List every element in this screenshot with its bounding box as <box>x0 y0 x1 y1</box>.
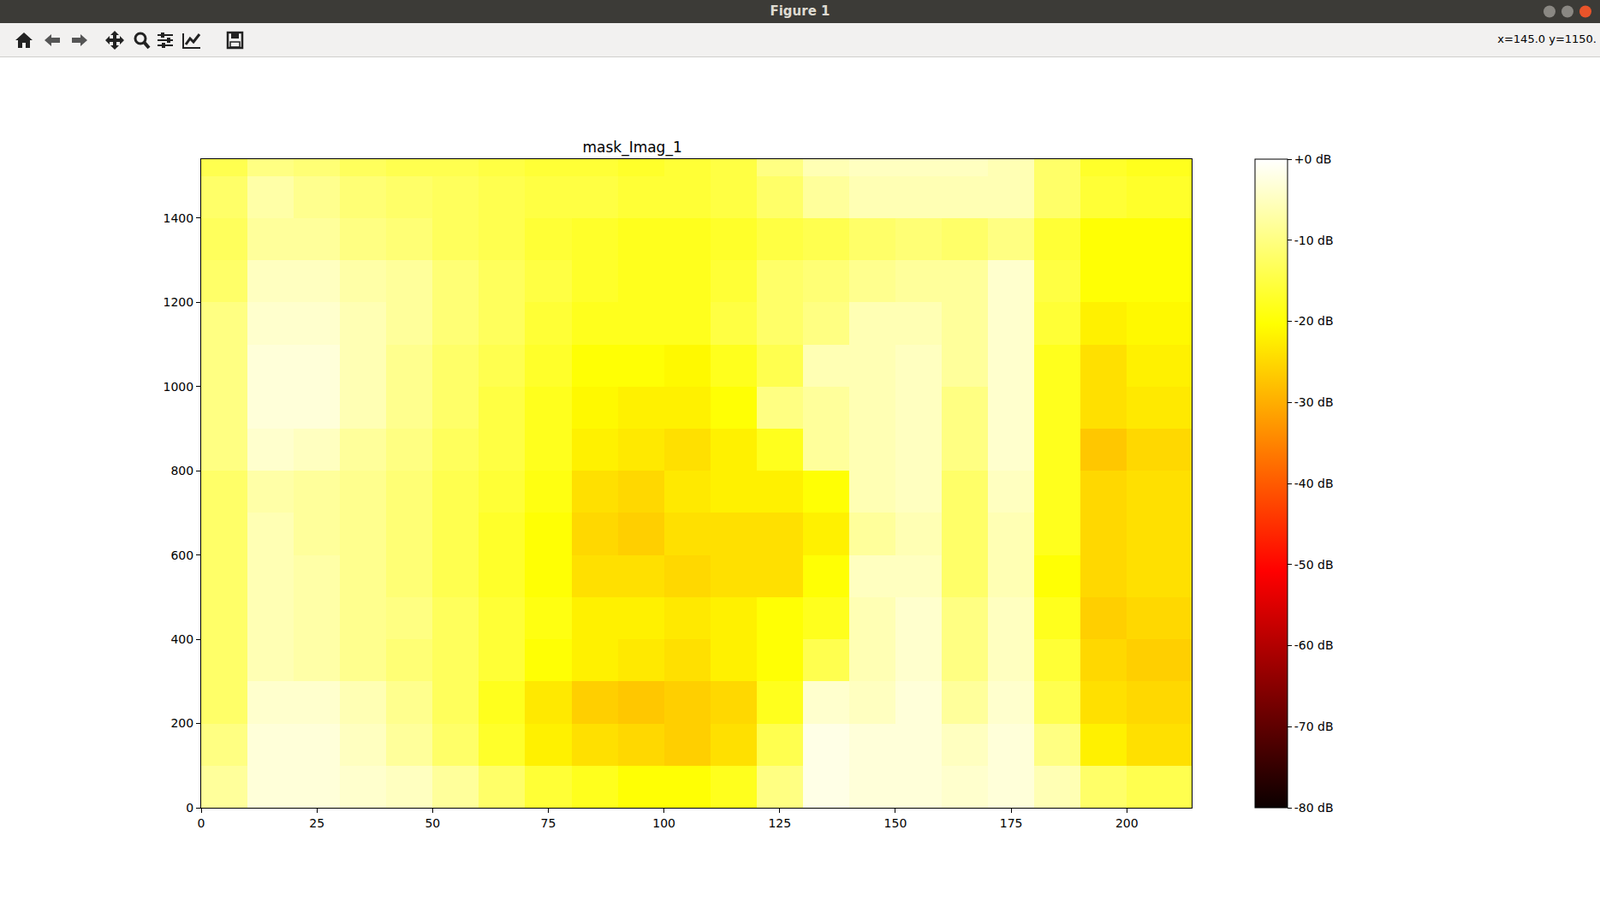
svg-text:1200: 1200 <box>163 295 195 310</box>
svg-text:50: 50 <box>424 816 441 831</box>
svg-text:+0 dB: +0 dB <box>1294 152 1333 167</box>
svg-text:150: 150 <box>884 816 908 831</box>
svg-text:125: 125 <box>767 816 792 831</box>
svg-text:-80 dB: -80 dB <box>1294 801 1334 815</box>
svg-text:-10 dB: -10 dB <box>1294 233 1334 248</box>
svg-text:100: 100 <box>652 816 676 831</box>
html-text:Figure 1: Figure 1 <box>770 3 830 19</box>
svg-text:0: 0 <box>197 816 206 831</box>
svg-text:200: 200 <box>1115 816 1139 831</box>
html-text:x=145.0 y=1150.: x=145.0 y=1150. <box>1497 32 1597 46</box>
svg-text:0: 0 <box>185 801 194 815</box>
svg-text:-50 dB: -50 dB <box>1294 558 1334 572</box>
svg-text:-70 dB: -70 dB <box>1294 719 1334 734</box>
svg-text:400: 400 <box>170 632 194 647</box>
svg-text:200: 200 <box>170 716 194 731</box>
svg-text:-60 dB: -60 dB <box>1294 638 1334 653</box>
svg-text:600: 600 <box>170 548 194 563</box>
svg-text:175: 175 <box>999 816 1024 831</box>
svg-text:25: 25 <box>309 816 325 831</box>
svg-text:mask_Imag_1: mask_Imag_1 <box>582 138 682 157</box>
svg-text:75: 75 <box>541 816 557 831</box>
svg-text:-30 dB: -30 dB <box>1294 395 1334 410</box>
svg-text:800: 800 <box>170 463 194 478</box>
svg-text:-20 dB: -20 dB <box>1294 314 1334 328</box>
svg-text:1400: 1400 <box>163 211 195 226</box>
svg-text:1000: 1000 <box>163 380 195 394</box>
svg-text:-40 dB: -40 dB <box>1294 476 1334 491</box>
